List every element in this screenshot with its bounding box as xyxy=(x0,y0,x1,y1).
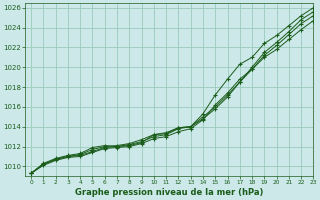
X-axis label: Graphe pression niveau de la mer (hPa): Graphe pression niveau de la mer (hPa) xyxy=(75,188,263,197)
